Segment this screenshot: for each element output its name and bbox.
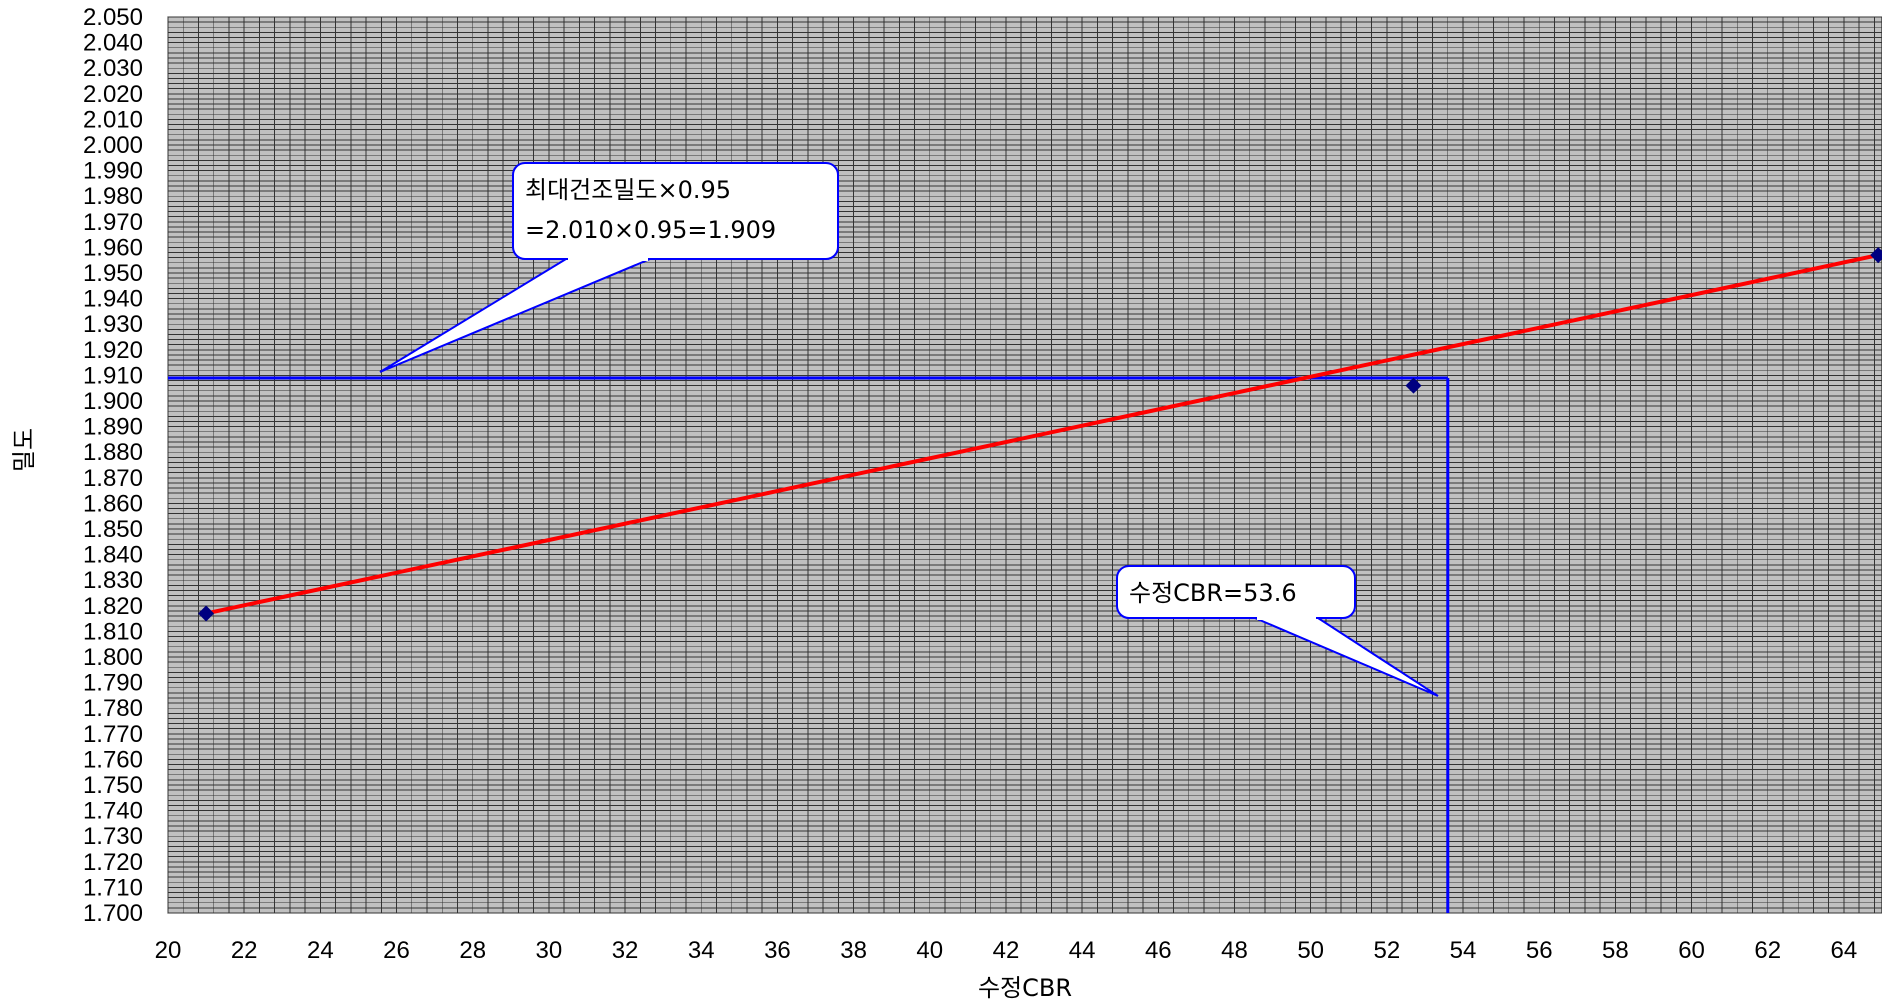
y-tick-label: 1.980 [83, 183, 143, 210]
x-tick-label: 20 [155, 937, 182, 964]
data-point-marker [1405, 377, 1422, 394]
x-tick-label: 38 [840, 937, 867, 964]
callout: 수정CBR=53.6 [1116, 565, 1439, 697]
y-tick-label: 2.040 [83, 30, 143, 57]
reference-lines [168, 376, 1450, 913]
x-tick-label: 26 [383, 937, 410, 964]
y-tick-label: 1.820 [83, 593, 143, 620]
plot-area [167, 16, 1882, 914]
x-tick-label: 60 [1678, 937, 1705, 964]
x-tick-label: 62 [1754, 937, 1781, 964]
data-point-marker [1870, 247, 1882, 264]
y-tick-label: 1.830 [83, 567, 143, 594]
callout-text: =2.010×0.95=1.909 [525, 216, 776, 244]
y-tick-label: 1.880 [83, 439, 143, 466]
callouts: 최대건조밀도×0.95 =2.010×0.95=1.909 수정CBR=53.6 [379, 162, 1439, 697]
y-tick-label: 2.050 [83, 4, 143, 31]
x-tick-label: 32 [612, 937, 639, 964]
x-tick-label: 24 [307, 937, 334, 964]
y-tick-label: 1.740 [83, 798, 143, 825]
x-tick-label: 30 [536, 937, 563, 964]
x-axis-ticks: 20 22 24 26 28 30 32 34 36 38 40 42 44 46 48 50 52 54 56 58… [155, 937, 1858, 964]
y-tick-label: 1.900 [83, 388, 143, 415]
y-tick-label: 2.000 [83, 132, 143, 159]
data-points [198, 247, 1882, 622]
x-tick-label: 58 [1602, 937, 1629, 964]
y-tick-label: 2.020 [83, 81, 143, 108]
y-tick-label: 1.750 [83, 772, 143, 799]
trend-line [205, 253, 1879, 616]
y-tick-label: 1.860 [83, 490, 143, 517]
y-tick-label: 1.840 [83, 542, 143, 569]
y-tick-label: 1.910 [83, 362, 143, 389]
x-tick-label: 34 [688, 937, 715, 964]
y-tick-label: 1.950 [83, 260, 143, 287]
y-tick-label: 1.780 [83, 695, 143, 722]
callout-box [512, 162, 839, 260]
grid-lines [167, 16, 1882, 914]
callout-text: 최대건조밀도×0.95 [525, 176, 731, 204]
y-tick-label: 1.710 [83, 874, 143, 901]
x-tick-label: 22 [231, 937, 258, 964]
y-tick-label: 1.800 [83, 644, 143, 671]
y-tick-label: 1.970 [83, 209, 143, 236]
y-tick-label: 1.700 [83, 900, 143, 927]
x-tick-label: 50 [1297, 937, 1324, 964]
y-tick-label: 2.010 [83, 106, 143, 133]
y-tick-label: 1.960 [83, 234, 143, 261]
x-axis-title: 수정CBR [978, 974, 1072, 1002]
y-tick-label: 1.920 [83, 337, 143, 364]
callout: 최대건조밀도×0.95 =2.010×0.95=1.909 [379, 162, 839, 373]
y-tick-label: 1.940 [83, 286, 143, 313]
y-tick-label: 1.990 [83, 158, 143, 185]
y-tick-label: 1.810 [83, 618, 143, 645]
x-tick-label: 42 [993, 937, 1020, 964]
y-tick-label: 1.770 [83, 721, 143, 748]
x-tick-label: 48 [1221, 937, 1248, 964]
y-tick-label: 1.870 [83, 465, 143, 492]
y-tick-label: 2.030 [83, 55, 143, 82]
y-tick-label: 1.760 [83, 746, 143, 773]
y-tick-label: 1.730 [83, 823, 143, 850]
grid-path [167, 16, 1882, 914]
fit-line [205, 253, 1879, 616]
x-tick-label: 46 [1145, 937, 1172, 964]
x-tick-label: 52 [1373, 937, 1400, 964]
x-tick-label: 54 [1450, 937, 1477, 964]
y-tick-label: 1.720 [83, 849, 143, 876]
y-tick-label: 1.850 [83, 516, 143, 543]
data-point-marker [198, 605, 215, 622]
x-tick-label: 28 [459, 937, 486, 964]
y-axis-ticks: 2.0502.0402.0302.0202.0102.0001.9901.980… [83, 4, 143, 927]
callout-text: 수정CBR=53.6 [1129, 579, 1297, 607]
y-axis-title: 밀도 [10, 428, 38, 472]
y-tick-label: 1.930 [83, 311, 143, 338]
y-tick-label: 1.790 [83, 670, 143, 697]
x-tick-label: 44 [1069, 937, 1096, 964]
x-tick-label: 40 [916, 937, 943, 964]
x-tick-label: 64 [1831, 937, 1858, 964]
x-tick-label: 56 [1526, 937, 1553, 964]
y-tick-label: 1.890 [83, 414, 143, 441]
x-tick-label: 36 [764, 937, 791, 964]
callout-box [1116, 565, 1356, 619]
